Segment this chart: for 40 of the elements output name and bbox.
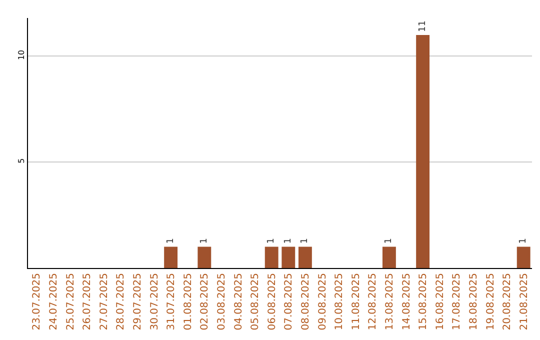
data-label: 1 — [384, 238, 394, 244]
x-tick-label: 23.07.2025 — [32, 273, 43, 330]
x-tick-label: 19.08.2025 — [485, 273, 496, 330]
x-tick-label: 29.07.2025 — [132, 273, 144, 330]
x-tick-label: 28.07.2025 — [116, 273, 127, 330]
data-label: 1 — [518, 238, 529, 244]
data-label: 1 — [300, 238, 310, 244]
x-tick-label: 14.08.2025 — [401, 273, 412, 330]
x-tick-label: 05.08.2025 — [250, 273, 262, 330]
x-tick-label: 11.08.2025 — [350, 273, 362, 330]
x-tick-label: 02.08.2025 — [200, 273, 211, 330]
x-tick-label: 18.08.2025 — [468, 273, 480, 330]
x-tick-label: 08.08.2025 — [300, 273, 312, 330]
x-tick-label: 17.08.2025 — [452, 273, 463, 330]
x-tick-label: 13.08.2025 — [384, 273, 396, 330]
x-tick-label: 20.08.2025 — [502, 273, 514, 330]
x-tick-label: 06.08.2025 — [266, 273, 278, 330]
x-tick-label: 04.08.2025 — [233, 273, 244, 330]
data-label: 1 — [266, 238, 277, 244]
x-tick-label: 30.07.2025 — [149, 273, 160, 330]
x-tick-label: 12.08.2025 — [368, 273, 379, 330]
x-tick-label: 07.08.2025 — [284, 273, 295, 330]
data-label: 1 — [283, 238, 294, 244]
x-tick-label: 26.07.2025 — [82, 273, 94, 330]
x-tick-label: 24.07.2025 — [48, 273, 60, 330]
x-tick-label: 16.08.2025 — [434, 273, 446, 330]
x-tick-label: 27.07.2025 — [98, 273, 110, 330]
x-tick-label: 03.08.2025 — [216, 273, 228, 330]
x-tick-label: 10.08.2025 — [334, 273, 346, 330]
data-label: 1 — [199, 238, 210, 244]
x-tick-label: 31.07.2025 — [166, 273, 178, 330]
x-tick-label: 09.08.2025 — [317, 273, 328, 330]
data-label: 11 — [418, 20, 428, 32]
y-tick-label: 10 — [16, 50, 26, 60]
x-tick-label: 25.07.2025 — [65, 273, 76, 330]
x-tick-label: 21.08.2025 — [518, 273, 530, 330]
y-tick-label: 5 — [16, 158, 26, 164]
x-tick-label: 15.08.2025 — [418, 273, 430, 330]
data-label: 1 — [166, 238, 176, 244]
x-tick-label: 01.08.2025 — [182, 273, 194, 330]
